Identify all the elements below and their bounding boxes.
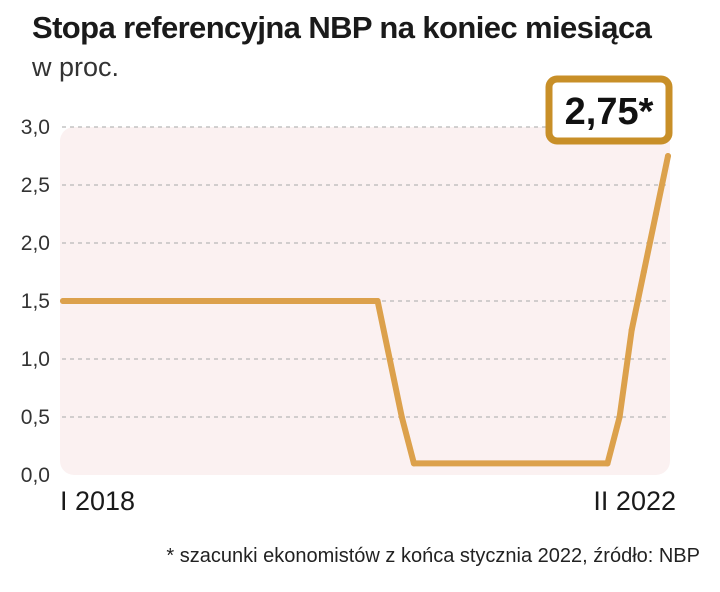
- data-point: [616, 414, 623, 420]
- y-axis-ticks: 0,0 0,5 1,0 1,5 2,0 2,5 3,0: [21, 116, 50, 487]
- y-tick-label: 2,5: [21, 174, 50, 197]
- callout-value: 2,75*: [565, 91, 654, 133]
- x-tick-label: I 2018: [60, 486, 135, 516]
- y-tick-label: 1,0: [21, 348, 50, 371]
- chart-subtitle: w proc.: [32, 52, 120, 82]
- y-tick-label: 1,5: [21, 290, 50, 313]
- y-tick-label: 2,0: [21, 232, 50, 255]
- data-point: [604, 460, 611, 467]
- data-point: [386, 356, 393, 362]
- data-point: [652, 211, 659, 217]
- data-point: [628, 327, 635, 333]
- data-point: [374, 298, 381, 304]
- data-point: [410, 460, 417, 467]
- callout-box: 2,75*: [545, 75, 673, 145]
- data-points: [60, 153, 671, 467]
- y-tick-label: 0,0: [21, 464, 50, 487]
- data-point: [60, 298, 66, 304]
- data-point: [398, 414, 405, 420]
- y-tick-label: 3,0: [21, 116, 50, 139]
- data-point: [640, 269, 647, 275]
- x-tick-label: II 2022: [593, 486, 676, 516]
- x-axis-ticks: I 2018 II 2022: [60, 486, 676, 516]
- footnote: * szacunki ekonomistów z końca stycznia …: [166, 545, 700, 567]
- chart-title: Stopa referencyjna NBP na koniec miesiąc…: [32, 10, 652, 45]
- y-tick-label: 0,5: [21, 406, 50, 429]
- data-point: [665, 153, 671, 159]
- callout-border: [545, 75, 673, 145]
